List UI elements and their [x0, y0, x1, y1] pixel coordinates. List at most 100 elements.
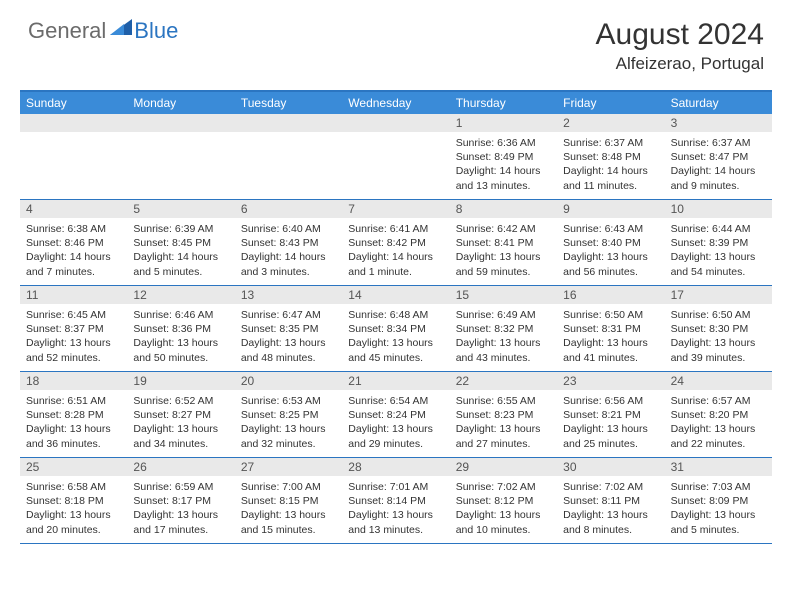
day-number: 11 — [20, 286, 127, 304]
day-details: Sunrise: 6:44 AMSunset: 8:39 PMDaylight:… — [665, 218, 772, 283]
day-cell: 28Sunrise: 7:01 AMSunset: 8:14 PMDayligh… — [342, 458, 449, 544]
day-cell: 19Sunrise: 6:52 AMSunset: 8:27 PMDayligh… — [127, 372, 234, 458]
day-number-empty — [342, 114, 449, 132]
day-details: Sunrise: 6:54 AMSunset: 8:24 PMDaylight:… — [342, 390, 449, 455]
day-number: 29 — [450, 458, 557, 476]
day-number-empty — [235, 114, 342, 132]
day-cell — [342, 114, 449, 200]
day-number: 20 — [235, 372, 342, 390]
day-number-empty — [127, 114, 234, 132]
weekday-header-cell: Wednesday — [342, 92, 449, 114]
day-number: 23 — [557, 372, 664, 390]
day-details: Sunrise: 7:02 AMSunset: 8:11 PMDaylight:… — [557, 476, 664, 541]
day-cell: 23Sunrise: 6:56 AMSunset: 8:21 PMDayligh… — [557, 372, 664, 458]
day-cell: 31Sunrise: 7:03 AMSunset: 8:09 PMDayligh… — [665, 458, 772, 544]
day-number: 22 — [450, 372, 557, 390]
location: Alfeizerao, Portugal — [596, 54, 764, 74]
day-details: Sunrise: 6:59 AMSunset: 8:17 PMDaylight:… — [127, 476, 234, 541]
day-number-empty — [20, 114, 127, 132]
day-number: 17 — [665, 286, 772, 304]
day-details: Sunrise: 6:52 AMSunset: 8:27 PMDaylight:… — [127, 390, 234, 455]
day-number: 21 — [342, 372, 449, 390]
day-details: Sunrise: 7:03 AMSunset: 8:09 PMDaylight:… — [665, 476, 772, 541]
day-number: 14 — [342, 286, 449, 304]
day-number: 7 — [342, 200, 449, 218]
day-details: Sunrise: 6:55 AMSunset: 8:23 PMDaylight:… — [450, 390, 557, 455]
day-number: 5 — [127, 200, 234, 218]
title-block: August 2024 Alfeizerao, Portugal — [596, 18, 764, 74]
day-details: Sunrise: 6:51 AMSunset: 8:28 PMDaylight:… — [20, 390, 127, 455]
day-cell: 3Sunrise: 6:37 AMSunset: 8:47 PMDaylight… — [665, 114, 772, 200]
day-cell: 14Sunrise: 6:48 AMSunset: 8:34 PMDayligh… — [342, 286, 449, 372]
day-number: 26 — [127, 458, 234, 476]
day-details: Sunrise: 6:56 AMSunset: 8:21 PMDaylight:… — [557, 390, 664, 455]
day-number: 25 — [20, 458, 127, 476]
day-number: 10 — [665, 200, 772, 218]
day-details: Sunrise: 6:39 AMSunset: 8:45 PMDaylight:… — [127, 218, 234, 283]
day-cell: 26Sunrise: 6:59 AMSunset: 8:17 PMDayligh… — [127, 458, 234, 544]
day-cell: 20Sunrise: 6:53 AMSunset: 8:25 PMDayligh… — [235, 372, 342, 458]
day-number: 9 — [557, 200, 664, 218]
day-number: 1 — [450, 114, 557, 132]
day-details: Sunrise: 6:49 AMSunset: 8:32 PMDaylight:… — [450, 304, 557, 369]
weekday-header-cell: Friday — [557, 92, 664, 114]
day-details: Sunrise: 6:36 AMSunset: 8:49 PMDaylight:… — [450, 132, 557, 197]
day-cell: 8Sunrise: 6:42 AMSunset: 8:41 PMDaylight… — [450, 200, 557, 286]
day-number: 28 — [342, 458, 449, 476]
logo-triangle-icon — [110, 19, 132, 40]
day-details: Sunrise: 6:41 AMSunset: 8:42 PMDaylight:… — [342, 218, 449, 283]
day-cell: 24Sunrise: 6:57 AMSunset: 8:20 PMDayligh… — [665, 372, 772, 458]
day-details: Sunrise: 6:57 AMSunset: 8:20 PMDaylight:… — [665, 390, 772, 455]
day-details: Sunrise: 6:48 AMSunset: 8:34 PMDaylight:… — [342, 304, 449, 369]
day-cell: 15Sunrise: 6:49 AMSunset: 8:32 PMDayligh… — [450, 286, 557, 372]
day-number: 27 — [235, 458, 342, 476]
weekday-header-cell: Thursday — [450, 92, 557, 114]
day-number: 8 — [450, 200, 557, 218]
day-number: 15 — [450, 286, 557, 304]
day-number: 18 — [20, 372, 127, 390]
calendar-grid: 1Sunrise: 6:36 AMSunset: 8:49 PMDaylight… — [20, 114, 772, 544]
header: General Blue August 2024 Alfeizerao, Por… — [0, 0, 792, 82]
day-details: Sunrise: 6:50 AMSunset: 8:30 PMDaylight:… — [665, 304, 772, 369]
day-details: Sunrise: 6:40 AMSunset: 8:43 PMDaylight:… — [235, 218, 342, 283]
day-details: Sunrise: 6:45 AMSunset: 8:37 PMDaylight:… — [20, 304, 127, 369]
day-number: 31 — [665, 458, 772, 476]
day-cell — [235, 114, 342, 200]
day-cell: 30Sunrise: 7:02 AMSunset: 8:11 PMDayligh… — [557, 458, 664, 544]
day-cell: 11Sunrise: 6:45 AMSunset: 8:37 PMDayligh… — [20, 286, 127, 372]
day-number: 6 — [235, 200, 342, 218]
day-cell: 7Sunrise: 6:41 AMSunset: 8:42 PMDaylight… — [342, 200, 449, 286]
day-cell: 9Sunrise: 6:43 AMSunset: 8:40 PMDaylight… — [557, 200, 664, 286]
day-details: Sunrise: 6:53 AMSunset: 8:25 PMDaylight:… — [235, 390, 342, 455]
month-title: August 2024 — [596, 18, 764, 52]
weekday-header-cell: Monday — [127, 92, 234, 114]
day-cell: 6Sunrise: 6:40 AMSunset: 8:43 PMDaylight… — [235, 200, 342, 286]
day-number: 19 — [127, 372, 234, 390]
day-number: 30 — [557, 458, 664, 476]
day-details: Sunrise: 6:47 AMSunset: 8:35 PMDaylight:… — [235, 304, 342, 369]
day-details: Sunrise: 7:02 AMSunset: 8:12 PMDaylight:… — [450, 476, 557, 541]
day-cell — [20, 114, 127, 200]
day-cell — [127, 114, 234, 200]
day-number: 12 — [127, 286, 234, 304]
day-number: 3 — [665, 114, 772, 132]
logo: General Blue — [28, 18, 178, 44]
day-cell: 27Sunrise: 7:00 AMSunset: 8:15 PMDayligh… — [235, 458, 342, 544]
day-cell: 18Sunrise: 6:51 AMSunset: 8:28 PMDayligh… — [20, 372, 127, 458]
day-cell: 2Sunrise: 6:37 AMSunset: 8:48 PMDaylight… — [557, 114, 664, 200]
day-number: 13 — [235, 286, 342, 304]
day-details: Sunrise: 6:37 AMSunset: 8:48 PMDaylight:… — [557, 132, 664, 197]
day-number: 24 — [665, 372, 772, 390]
calendar: SundayMondayTuesdayWednesdayThursdayFrid… — [20, 90, 772, 544]
day-number: 2 — [557, 114, 664, 132]
day-cell: 10Sunrise: 6:44 AMSunset: 8:39 PMDayligh… — [665, 200, 772, 286]
logo-text-general: General — [28, 18, 106, 44]
day-cell: 25Sunrise: 6:58 AMSunset: 8:18 PMDayligh… — [20, 458, 127, 544]
day-cell: 16Sunrise: 6:50 AMSunset: 8:31 PMDayligh… — [557, 286, 664, 372]
day-cell: 1Sunrise: 6:36 AMSunset: 8:49 PMDaylight… — [450, 114, 557, 200]
day-cell: 13Sunrise: 6:47 AMSunset: 8:35 PMDayligh… — [235, 286, 342, 372]
weekday-header-cell: Saturday — [665, 92, 772, 114]
day-number: 4 — [20, 200, 127, 218]
day-cell: 4Sunrise: 6:38 AMSunset: 8:46 PMDaylight… — [20, 200, 127, 286]
weekday-header-cell: Sunday — [20, 92, 127, 114]
